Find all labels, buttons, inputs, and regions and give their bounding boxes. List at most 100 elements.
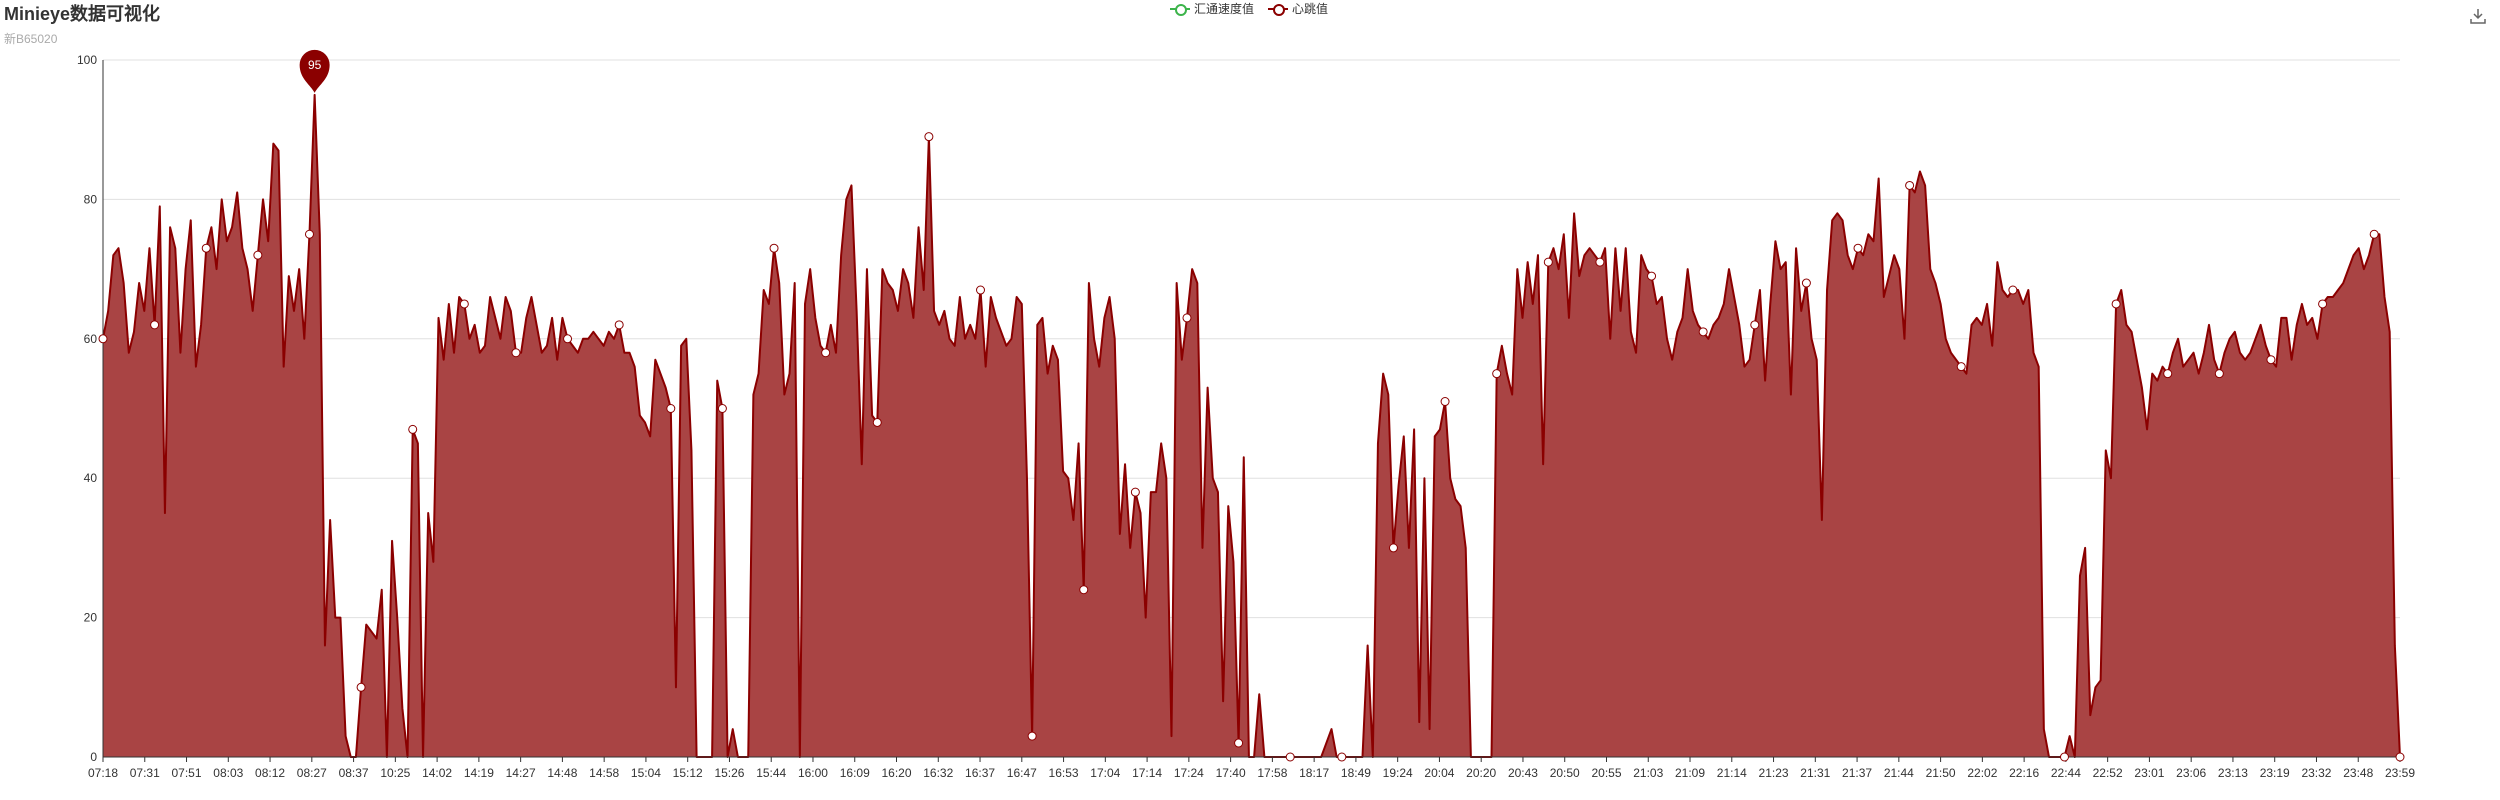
data-point — [150, 320, 160, 330]
data-point — [511, 348, 521, 358]
x-tick-label: 21:09 — [1675, 766, 1705, 780]
series-area — [103, 94, 2400, 758]
x-tick-label: 23:59 — [2385, 766, 2415, 780]
x-tick-label: 23:13 — [2218, 766, 2248, 780]
x-tick-label: 08:37 — [339, 766, 369, 780]
data-point — [459, 299, 469, 309]
x-tick-label: 14:48 — [547, 766, 577, 780]
data-point — [924, 132, 934, 142]
data-point — [1492, 369, 1502, 379]
point-layer — [98, 132, 2405, 762]
data-point — [821, 348, 831, 358]
x-tick-label: 22:44 — [2051, 766, 2081, 780]
data-point — [614, 320, 624, 330]
data-point — [2214, 369, 2224, 379]
download-icon[interactable] — [2468, 6, 2488, 26]
data-point — [1698, 327, 1708, 337]
data-point — [1337, 752, 1347, 762]
x-tick-label: 21:14 — [1717, 766, 1747, 780]
x-tick-label: 21:50 — [1926, 766, 1956, 780]
x-tick-label: 21:37 — [1842, 766, 1872, 780]
x-tick-label: 20:20 — [1466, 766, 1496, 780]
data-point — [1801, 278, 1811, 288]
x-tick-label: 14:58 — [589, 766, 619, 780]
x-tick-label: 21:44 — [1884, 766, 1914, 780]
data-point — [1595, 257, 1605, 267]
page-title: Minieye数据可视化 — [4, 4, 161, 24]
x-tick-label: 17:14 — [1132, 766, 1162, 780]
x-tick-label: 07:51 — [172, 766, 202, 780]
data-point — [563, 334, 573, 344]
data-point — [1079, 585, 1089, 595]
x-tick-label: 17:58 — [1257, 766, 1287, 780]
data-point — [304, 229, 314, 239]
x-tick-label: 14:27 — [506, 766, 536, 780]
x-tick-label: 23:19 — [2260, 766, 2290, 780]
data-point — [769, 243, 779, 253]
data-point — [408, 424, 418, 434]
x-tick-label: 08:03 — [213, 766, 243, 780]
x-tick-label: 16:32 — [923, 766, 953, 780]
data-point — [1750, 320, 1760, 330]
x-tick-label: 16:09 — [840, 766, 870, 780]
x-tick-label: 23:48 — [2343, 766, 2373, 780]
x-tick-label: 20:55 — [1591, 766, 1621, 780]
x-tick-label: 22:02 — [1967, 766, 1997, 780]
data-point — [1905, 180, 1915, 190]
x-tick-label: 23:01 — [2134, 766, 2164, 780]
x-tick-label: 21:03 — [1633, 766, 1663, 780]
x-tick-label: 16:53 — [1049, 766, 1079, 780]
x-tick-label: 10:25 — [380, 766, 410, 780]
data-point — [1234, 738, 1244, 748]
data-point — [717, 404, 727, 413]
x-tick-label: 17:04 — [1090, 766, 1120, 780]
data-point — [253, 250, 263, 260]
x-tick-label: 23:06 — [2176, 766, 2206, 780]
data-point — [2395, 752, 2405, 762]
page-subtitle: 新B65020 — [4, 32, 58, 46]
data-point — [2266, 355, 2276, 365]
x-tick-label: 16:47 — [1007, 766, 1037, 780]
data-point — [872, 417, 882, 427]
x-tick-label: 22:52 — [2093, 766, 2123, 780]
x-tick-label: 16:37 — [965, 766, 995, 780]
x-tick-label: 17:24 — [1174, 766, 1204, 780]
x-tick-label: 16:20 — [881, 766, 911, 780]
x-tick-label: 20:04 — [1424, 766, 1454, 780]
max-value-marker — [299, 49, 330, 93]
marker-layer: 95 — [299, 49, 330, 93]
legend-label: 汇通速度值 — [1194, 2, 1255, 16]
data-point — [2369, 229, 2379, 239]
x-tick-label: 15:44 — [756, 766, 786, 780]
axis-layer: 07:18 07:31 07:51 08:03 08:12 08:27 08:37 10:25… — [88, 60, 2415, 780]
data-point — [1440, 397, 1450, 407]
y-tick-label: 0 — [90, 750, 97, 764]
x-tick-label: 19:24 — [1383, 766, 1413, 780]
data-point — [2163, 369, 2173, 379]
data-point — [1130, 487, 1140, 497]
data-point — [2111, 299, 2121, 309]
legend-item-speed[interactable]: 汇通速度值 — [1170, 0, 1254, 17]
data-point — [1285, 752, 1295, 762]
x-tick-label: 18:49 — [1341, 766, 1371, 780]
x-tick-label: 15:26 — [714, 766, 744, 780]
x-tick-label: 20:50 — [1550, 766, 1580, 780]
data-point — [976, 285, 986, 295]
data-point — [98, 334, 108, 344]
x-tick-label: 21:23 — [1759, 766, 1789, 780]
y-tick-label: 20 — [84, 611, 98, 625]
data-point — [1853, 243, 1863, 253]
x-tick-label: 23:32 — [2301, 766, 2331, 780]
x-tick-label: 17:40 — [1216, 766, 1246, 780]
data-point — [1543, 257, 1553, 267]
x-tick-label: 08:27 — [297, 766, 327, 780]
x-tick-label: 14:19 — [464, 766, 494, 780]
data-point — [2318, 299, 2328, 309]
data-point — [1182, 313, 1192, 323]
max-value-label: 95 — [308, 58, 322, 72]
x-tick-label: 07:18 — [88, 766, 118, 780]
legend-item-heartbeat[interactable]: 心跳值 — [1268, 0, 1328, 17]
legend-marker-icon — [1170, 2, 1190, 16]
data-point — [1956, 362, 1966, 372]
